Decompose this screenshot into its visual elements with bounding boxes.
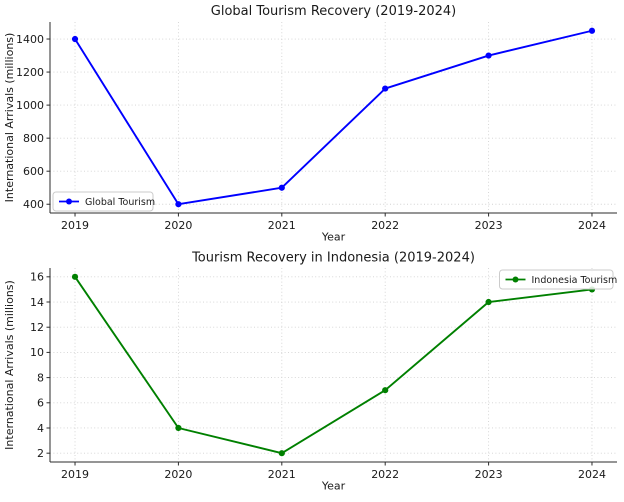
- x-tick-label: 2020: [164, 468, 192, 481]
- legend-box: [52, 191, 154, 212]
- data-point: [485, 52, 492, 59]
- y-tick-label: 8: [37, 371, 44, 384]
- indonesia-chart-x-axis-label: Year: [321, 480, 346, 493]
- x-tick-label: 2019: [61, 219, 89, 232]
- indonesia-tourism-plot-area: 2019 2020 2021 2022 2023 2024 2 4 6 8 10 12 14 16 Indo…: [30, 268, 617, 481]
- y-tick-label: 12: [30, 321, 44, 334]
- global-tourism-plot-area: 2019 2020 2021 2022 2023 2024 400 600 800 1000 120…: [16, 22, 617, 232]
- indonesia-chart-title: Tourism Recovery in Indonesia (2019-2024…: [191, 251, 475, 266]
- x-tick-label: 2023: [475, 468, 503, 481]
- y-tick-label: 1200: [16, 66, 44, 79]
- legend: Indonesia Tourism: [499, 269, 618, 290]
- data-point: [71, 273, 79, 280]
- y-tick-label: 4: [37, 422, 44, 435]
- global-chart-y-axis-label: International Arrivals (millions): [3, 33, 16, 203]
- x-tick-label: 2024: [578, 219, 606, 232]
- data-point: [485, 298, 492, 306]
- data-point: [175, 424, 182, 432]
- legend-label: Global Tourism: [85, 197, 155, 208]
- x-tick-label: 2023: [475, 219, 503, 232]
- x-tick-label: 2022: [371, 468, 399, 481]
- x-tick-label: 2021: [268, 219, 296, 232]
- x-tick-label: 2021: [268, 468, 296, 481]
- legend: Global Tourism: [52, 191, 155, 212]
- legend-marker: [66, 198, 72, 205]
- y-tick-label: 1400: [16, 33, 44, 46]
- data-point: [278, 450, 285, 457]
- y-tick-label: 10: [30, 346, 44, 359]
- y-tick-label: 800: [23, 132, 44, 145]
- legend-box: [499, 269, 614, 290]
- legend-label: Indonesia Tourism: [532, 275, 618, 286]
- x-tick-label: 2020: [164, 219, 192, 232]
- data-point: [382, 85, 389, 92]
- y-tick-label: 600: [23, 165, 44, 178]
- data-point: [278, 184, 285, 191]
- y-tick-label: 6: [37, 397, 44, 410]
- x-tick-label: 2024: [578, 468, 606, 481]
- legend-marker: [512, 276, 519, 283]
- x-tick-label: 2022: [371, 219, 399, 232]
- y-tick-label: 400: [23, 198, 44, 211]
- y-tick-label: 16: [30, 271, 44, 284]
- data-point: [382, 387, 389, 394]
- series-line: [74, 276, 593, 455]
- global-chart-x-axis-label: Year: [321, 231, 346, 244]
- data-point: [71, 35, 79, 43]
- data-point: [175, 201, 182, 208]
- y-tick-label: 2: [37, 447, 44, 460]
- data-point: [588, 27, 596, 34]
- global-chart-title: Global Tourism Recovery (2019-2024): [211, 4, 456, 19]
- x-tick-label: 2019: [61, 468, 89, 481]
- series-line: [74, 29, 593, 206]
- y-tick-label: 1000: [16, 99, 44, 112]
- y-tick-label: 14: [30, 296, 44, 309]
- indonesia-chart-y-axis-label: International Arrivals (millions): [3, 280, 16, 450]
